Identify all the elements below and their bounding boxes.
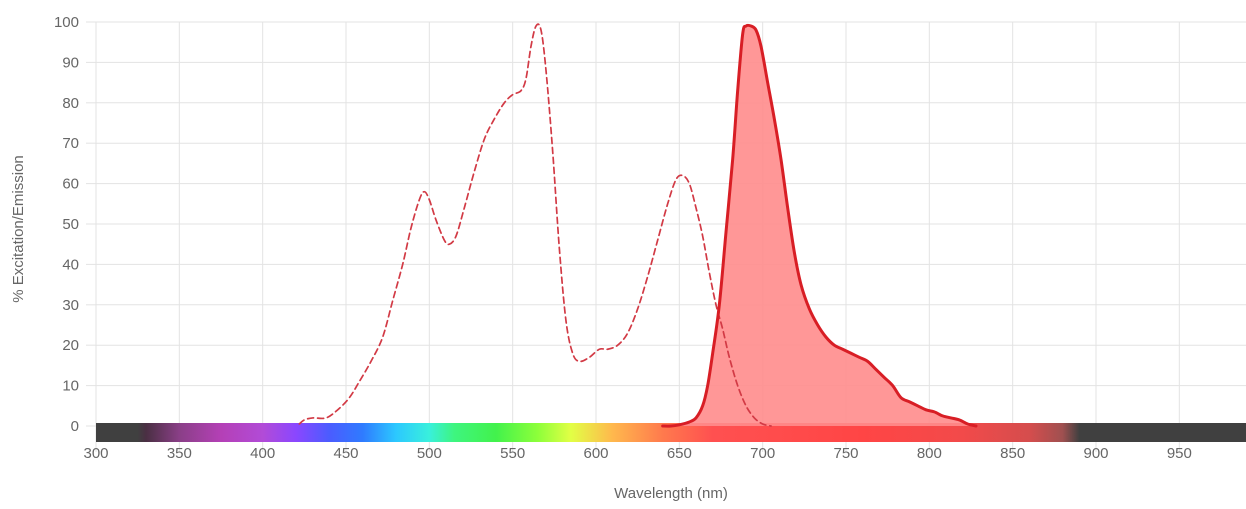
- x-tick-label: 550: [500, 445, 525, 462]
- x-tick-label: 950: [1167, 445, 1192, 462]
- series-layer: [298, 23, 978, 428]
- emission-line: [661, 23, 978, 428]
- x-tick-label: 900: [1083, 445, 1108, 462]
- y-tick-label: 30: [62, 297, 79, 314]
- excitation-line: [298, 23, 772, 427]
- x-tick-label: 600: [583, 445, 608, 462]
- emission-area: [662, 25, 976, 427]
- spectrum-layer: [96, 423, 1246, 442]
- x-tick-label: 800: [917, 445, 942, 462]
- x-tick-label: 700: [750, 445, 775, 462]
- x-tick-label: 450: [333, 445, 358, 462]
- y-tick-label: 80: [62, 95, 79, 112]
- x-tick-label: 500: [417, 445, 442, 462]
- x-tick-label: 750: [833, 445, 858, 462]
- y-tick-label: 10: [62, 378, 79, 395]
- wavelength-spectrum-bar: [96, 423, 1246, 442]
- x-tick-label: 400: [250, 445, 275, 462]
- x-tick-label: 350: [167, 445, 192, 462]
- y-tick-label: 40: [62, 256, 79, 273]
- y-tick-label: 20: [62, 337, 79, 354]
- y-tick-label: 60: [62, 176, 79, 193]
- y-tick-label: 100: [54, 14, 79, 31]
- tick-layer: 0 10 20 30 40 50 60 70 80 90 100 300 350 400 450 500 550…: [54, 14, 1192, 462]
- y-tick-label: 0: [71, 418, 79, 435]
- y-axis-title: % Excitation/Emission: [10, 155, 27, 303]
- x-axis-title: Wavelength (nm): [614, 485, 728, 502]
- y-tick-label: 90: [62, 54, 79, 71]
- x-tick-label: 300: [83, 445, 108, 462]
- y-tick-label: 50: [62, 216, 79, 233]
- x-tick-label: 850: [1000, 445, 1025, 462]
- grid-layer: [95, 21, 1246, 452]
- x-tick-label: 650: [667, 445, 692, 462]
- y-tick-label: 70: [62, 135, 79, 152]
